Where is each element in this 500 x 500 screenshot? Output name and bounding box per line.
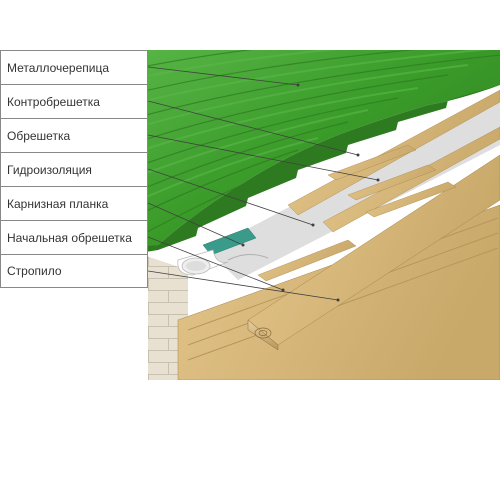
label-rafter: Стропило (0, 254, 148, 288)
label-eaves-strip: Карнизная планка (0, 186, 148, 220)
label-waterproofing: Гидроизоляция (0, 152, 148, 186)
label-metal-tile: Металлочерепица (0, 50, 148, 84)
label-batten: Обрешетка (0, 118, 148, 152)
label-counter-batten: Контробрешетка (0, 84, 148, 118)
label-starter-batten: Начальная обрешетка (0, 220, 148, 254)
labels-column: Металлочерепица Контробрешетка Обрешетка… (0, 50, 148, 288)
roof-illustration (148, 50, 500, 380)
roof-diagram: Металлочерепица Контробрешетка Обрешетка… (0, 50, 500, 400)
